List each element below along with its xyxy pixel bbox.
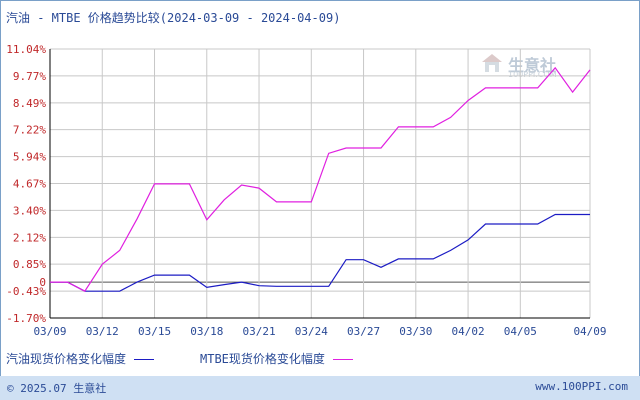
- y-tick-label: -0.43%: [6, 285, 46, 298]
- x-tick-label: 03/12: [86, 325, 119, 338]
- series-line-gasoline: [50, 213, 590, 292]
- footer-bar: © 2025.07 生意社 www.100PPI.com: [0, 376, 640, 400]
- x-tick-label: 03/24: [295, 325, 328, 338]
- x-tick-label: 04/05: [504, 325, 537, 338]
- y-tick-label: 4.67%: [13, 178, 46, 191]
- x-tick-label: 03/09: [33, 325, 66, 338]
- y-tick-label: 9.77%: [13, 70, 46, 83]
- y-tick-label: -1.70%: [6, 312, 46, 325]
- legend-item-gasoline: 汽油现货价格变化幅度: [6, 350, 155, 367]
- x-tick-label: 03/21: [242, 325, 275, 338]
- x-tick-label: 03/15: [138, 325, 171, 338]
- y-tick-label: 7.22%: [13, 124, 46, 137]
- house-icon: [482, 54, 502, 72]
- copyright-text: © 2025.07 生意社: [7, 382, 107, 395]
- y-tick-label: 5.94%: [13, 151, 46, 164]
- y-tick-label: 11.04%: [6, 43, 46, 56]
- y-tick-label: 3.40%: [13, 204, 46, 217]
- legend-item-mtbe: MTBE现货价格变化幅度: [200, 350, 353, 367]
- y-tick-label: 0.85%: [13, 258, 46, 271]
- legend-label-mtbe: MTBE现货价格变化幅度: [200, 352, 325, 366]
- line-chart: 11.04% 9.77% 8.49% 7.22% 5.94% 4.67% 3.40% 2.12…: [6, 43, 606, 338]
- y-tick-label: 8.49%: [13, 97, 46, 110]
- x-tick-label: 04/09: [573, 325, 606, 338]
- y-tick-label: 2.12%: [13, 231, 46, 244]
- x-tick-label: 04/02: [452, 325, 485, 338]
- chart-title: 汽油 - MTBE 价格趋势比较(2024-03-09 - 2024-04-09…: [6, 11, 341, 25]
- legend-swatch-gasoline: [134, 359, 155, 360]
- x-tick-label: 03/30: [399, 325, 432, 338]
- x-tick-label: 03/27: [347, 325, 380, 338]
- watermark-url: 100PPI.COM: [508, 70, 557, 79]
- y-tick-label: 0: [39, 276, 46, 289]
- x-tick-label: 03/18: [190, 325, 223, 338]
- site-link[interactable]: www.100PPI.com: [535, 380, 628, 393]
- legend-swatch-mtbe: [332, 359, 353, 360]
- legend-label-gasoline: 汽油现货价格变化幅度: [6, 352, 127, 366]
- series-line-mtbe: [50, 66, 591, 292]
